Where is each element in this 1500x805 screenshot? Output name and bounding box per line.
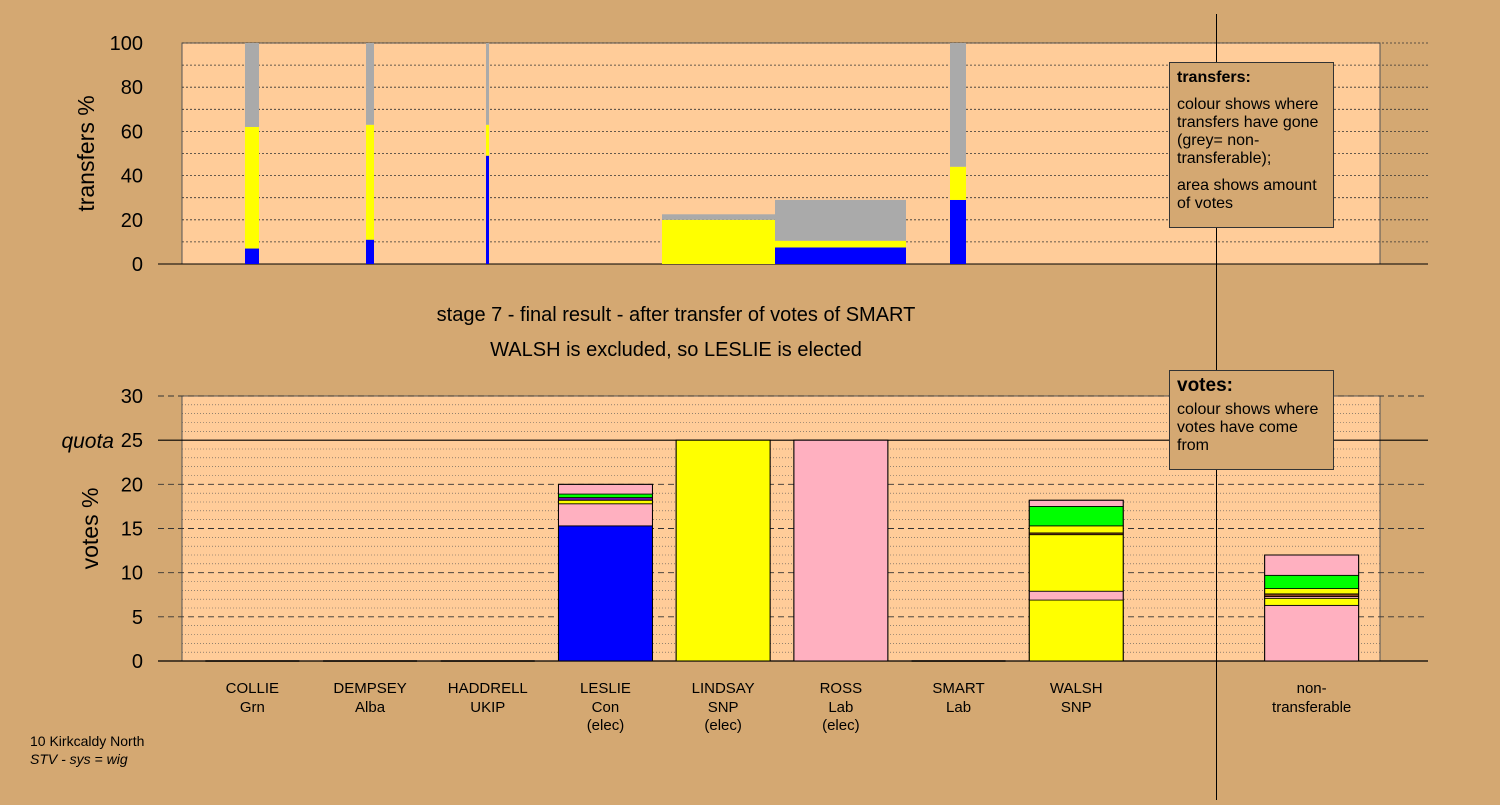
candidate-status-label: (elec)	[822, 717, 860, 734]
candidate-name-label: DEMPSEY	[333, 680, 406, 697]
vote-bar-segment	[1028, 590, 1124, 601]
vote-bar-segment	[558, 499, 653, 505]
transfers-y-tick-label: 100	[110, 33, 143, 55]
vote-bar-segment	[558, 525, 653, 662]
candidate-name-label: SMART	[932, 680, 984, 697]
votes-y-tick-label: 15	[121, 519, 143, 541]
vote-bar-outline	[1028, 499, 1124, 662]
votes-y-axis-label: votes %	[77, 488, 103, 570]
transfer-bar-segment	[950, 199, 966, 264]
stage-subtitle: WALSH is excluded, so LESLIE is elected	[490, 339, 862, 361]
candidate-party-label: Lab	[828, 699, 853, 716]
transfer-bar-segment	[775, 240, 906, 248]
candidate-party-label: SNP	[708, 699, 739, 716]
votes-y-tick-label: 25	[121, 430, 143, 452]
transfer-bar-segment	[245, 248, 259, 264]
candidate-party-label: SNP	[1061, 699, 1092, 716]
transfers-y-axis-label: transfers %	[73, 95, 99, 211]
transfer-bar-segment	[662, 219, 783, 264]
transfer-bar-segment	[950, 43, 966, 167]
votes-y-tick-label: 0	[132, 651, 143, 673]
vote-bar-segment	[793, 439, 889, 662]
candidate-party-label: transferable	[1272, 699, 1351, 716]
vote-bar-segment	[558, 503, 653, 527]
transfers-y-tick-label: 0	[132, 254, 143, 276]
vote-bar-outline	[793, 439, 889, 662]
stage-title: stage 7 - final result - after transfer …	[436, 304, 916, 326]
votes-y-tick-label: 30	[121, 386, 143, 408]
vote-bar-segment	[1264, 554, 1360, 576]
candidate-name-label: LESLIE	[580, 680, 631, 697]
quota-label: quota	[61, 430, 114, 453]
transfer-bar-segment	[366, 239, 374, 264]
votes-y-tick-label: 10	[121, 563, 143, 585]
candidate-party-label: Con	[592, 699, 620, 716]
transfer-bar-segment	[245, 126, 259, 249]
transfers-legend-line2: area shows amount of votes	[1177, 177, 1317, 212]
transfer-bar-segment	[366, 124, 374, 240]
transfers-y-tick-label: 80	[121, 77, 143, 99]
candidate-party-label: Lab	[946, 699, 971, 716]
votes-y-tick-label: 5	[132, 607, 143, 629]
vote-bar-segment	[1028, 534, 1124, 592]
transfers-legend-title: transfers:	[1177, 69, 1251, 86]
votes-legend-line1: colour shows where votes have come from	[1177, 401, 1319, 454]
vote-bar-segment	[1264, 574, 1360, 589]
vote-bar-segment	[1028, 599, 1124, 662]
candidate-party-label: Alba	[355, 699, 386, 716]
transfer-bar-segment	[486, 124, 489, 156]
ward-name: 10 Kirkcaldy North	[30, 733, 145, 749]
votes-legend: votes: colour shows where votes have com…	[1169, 370, 1334, 470]
transfer-bar-segment	[245, 43, 259, 127]
vote-bar-segment	[1028, 525, 1124, 534]
vote-bar-outline	[557, 483, 653, 662]
transfer-bar-segment	[950, 166, 966, 200]
transfers-legend: transfers: colour shows where transfers …	[1169, 62, 1334, 228]
candidate-name-label: WALSH	[1050, 680, 1103, 697]
transfer-bar-segment	[486, 155, 489, 264]
candidate-party-label: Grn	[240, 699, 265, 716]
vote-bar-segment	[1264, 604, 1360, 662]
candidate-name-label: LINDSAY	[692, 680, 755, 697]
transfer-bar-segment	[366, 43, 374, 125]
transfer-bar-segment	[662, 214, 783, 220]
vote-bar-segment	[675, 439, 771, 662]
vote-bar-segment	[1028, 506, 1124, 527]
vote-bar-segment	[1028, 499, 1124, 507]
votes-legend-title: votes:	[1177, 375, 1233, 396]
vote-bar-segment	[1264, 588, 1360, 595]
transfer-bar-segment	[486, 43, 489, 125]
votes-y-tick-label: 20	[121, 474, 143, 496]
system-note: STV - sys = wig	[30, 751, 128, 767]
candidate-party-label: UKIP	[470, 699, 505, 716]
transfer-bar-segment	[775, 199, 906, 241]
candidate-name-label: non-	[1297, 680, 1327, 697]
candidate-name-label: ROSS	[820, 680, 863, 697]
candidate-status-label: (elec)	[587, 717, 625, 734]
vote-bar-segment	[558, 493, 653, 498]
transfers-y-tick-label: 40	[121, 166, 143, 188]
transfers-y-tick-label: 60	[121, 121, 143, 143]
vote-bar-outline	[675, 439, 771, 662]
vote-bar-outline	[1264, 554, 1360, 662]
vote-bar-segment	[558, 483, 653, 495]
footer: 10 Kirkcaldy North STV - sys = wig	[30, 732, 144, 768]
transfer-bar-segment	[775, 247, 906, 264]
transfers-y-tick-label: 20	[121, 210, 143, 232]
candidate-status-label: (elec)	[704, 717, 742, 734]
vote-bar-segment	[1264, 597, 1360, 606]
transfers-legend-line1: colour shows where transfers have gone (…	[1177, 96, 1319, 167]
candidate-name-label: COLLIE	[226, 680, 279, 697]
candidate-name-label: HADDRELL	[448, 680, 528, 697]
